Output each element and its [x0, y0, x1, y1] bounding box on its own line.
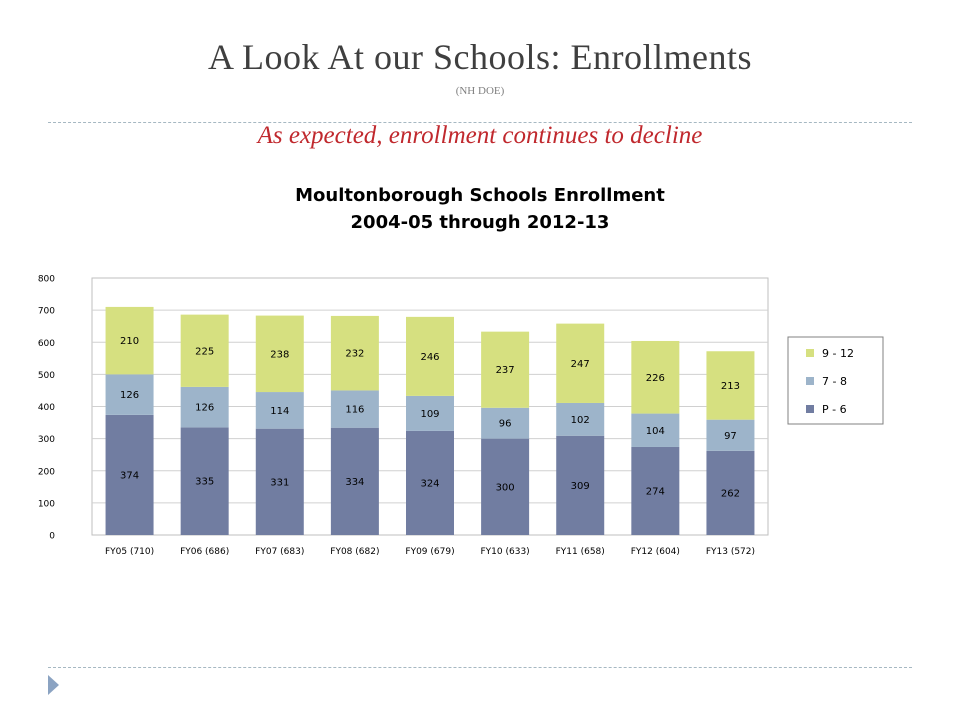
legend-label: 7 - 8	[822, 375, 847, 388]
y-tick-label: 600	[38, 339, 55, 349]
bar-segment	[180, 427, 229, 535]
data-label: 213	[721, 381, 740, 392]
bar-segment	[556, 435, 605, 535]
y-tick-label: 100	[38, 499, 55, 509]
bar-segment	[556, 402, 605, 436]
bar-segment	[706, 419, 755, 451]
data-label: 274	[646, 486, 665, 497]
x-tick-label: FY10 (633)	[481, 547, 530, 557]
legend-swatch	[806, 405, 814, 413]
data-label: 238	[270, 349, 289, 360]
data-label: 247	[571, 359, 590, 370]
bar-segment	[481, 331, 530, 408]
y-tick-label: 400	[38, 403, 55, 413]
bar-segment	[180, 314, 229, 387]
bar-segment	[631, 446, 680, 535]
data-label: 126	[195, 403, 214, 414]
bar-segment	[105, 306, 154, 375]
bar-segment	[481, 407, 530, 439]
x-tick-label: FY11 (658)	[556, 547, 605, 557]
bar-segment	[706, 351, 755, 420]
data-label: 324	[420, 478, 439, 489]
data-label: 225	[195, 346, 214, 357]
data-label: 97	[724, 431, 737, 442]
legend-label: P - 6	[822, 403, 847, 416]
bar-segment	[406, 316, 454, 396]
x-tick-label: FY07 (683)	[255, 547, 304, 557]
legend-box	[787, 336, 884, 425]
data-label: 210	[120, 336, 139, 347]
data-label: 331	[270, 477, 289, 488]
bar-segment	[255, 392, 304, 429]
legend-swatch	[806, 377, 814, 385]
y-tick-label: 200	[38, 467, 55, 477]
y-tick-label: 0	[49, 532, 55, 542]
bar-segment	[481, 438, 530, 535]
data-label: 226	[646, 373, 665, 384]
bar-segment	[406, 430, 454, 535]
bar-segment	[255, 428, 304, 535]
data-label: 109	[420, 409, 439, 420]
bar-segment	[180, 386, 229, 428]
y-tick-label: 500	[38, 371, 55, 381]
x-tick-label: FY12 (604)	[631, 547, 680, 557]
data-label: 335	[195, 477, 214, 488]
chart-title-line-2: 2004-05 through 2012-13	[351, 212, 610, 233]
data-label: 114	[270, 406, 289, 417]
data-label: 300	[496, 482, 515, 493]
data-label: 309	[571, 481, 590, 492]
y-tick-label: 800	[38, 275, 55, 285]
bar-segment	[255, 315, 304, 393]
slide-source: (NH DOE)	[455, 85, 505, 97]
data-label: 237	[496, 365, 515, 376]
legend-label: 9 - 12	[822, 347, 854, 360]
data-label: 116	[345, 405, 364, 416]
chart-title-line-1: Moultonborough Schools Enrollment	[295, 185, 665, 206]
bar-segment	[105, 374, 154, 415]
data-label: 262	[721, 488, 740, 499]
legend-swatch	[806, 349, 814, 357]
x-tick-label: FY13 (572)	[706, 547, 755, 557]
bar-segment	[330, 315, 379, 391]
data-label: 126	[120, 390, 139, 401]
y-tick-label: 700	[38, 307, 55, 317]
data-label: 334	[345, 477, 364, 488]
bar-segment	[631, 413, 680, 447]
bar-segment	[631, 340, 680, 414]
x-tick-label: FY08 (682)	[330, 547, 379, 557]
slide-subtitle: As expected, enrollment continues to dec…	[257, 122, 703, 149]
bar-segment	[105, 414, 154, 535]
bar-segment	[406, 395, 454, 431]
bar-segment	[330, 427, 379, 535]
chart-legend: 9 - 12 7 - 8 P - 6	[806, 347, 854, 416]
x-tick-label: FY09 (679)	[405, 547, 454, 557]
data-label: 232	[345, 349, 364, 360]
data-label: 96	[499, 419, 512, 430]
top-divider	[48, 122, 912, 123]
x-tick-label: FY06 (686)	[180, 547, 229, 557]
data-label: 374	[120, 470, 139, 481]
x-tick-label: FY05 (710)	[105, 547, 154, 557]
y-tick-label: 300	[38, 435, 55, 445]
slide-title: A Look At our Schools: Enrollments	[208, 37, 752, 77]
bar-segment	[330, 390, 379, 428]
bar-segment	[556, 323, 605, 403]
bottom-divider	[48, 667, 912, 668]
triangle-right-icon	[48, 675, 59, 695]
bar-segment	[706, 450, 755, 535]
data-label: 246	[420, 352, 439, 363]
data-label: 102	[571, 415, 590, 426]
data-label: 104	[646, 426, 665, 437]
